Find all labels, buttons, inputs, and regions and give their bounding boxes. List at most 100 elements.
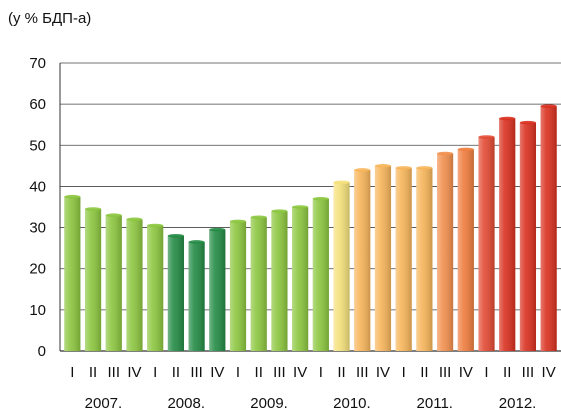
x-tick-label: I [319, 364, 323, 381]
bar-11 [271, 209, 288, 351]
bar-22 [499, 116, 516, 352]
y-tick-label: 20 [29, 261, 46, 278]
y-tick-label: 40 [29, 178, 46, 195]
bar-23 [519, 120, 537, 352]
y-tick-label: 50 [29, 137, 46, 154]
bar-cap [519, 120, 537, 125]
x-tick-label: I [236, 364, 240, 381]
year-label: 2011. [417, 395, 453, 412]
y-tick-label: 60 [29, 96, 46, 113]
bar-cap [292, 205, 309, 209]
bar-shade [499, 118, 516, 352]
bar-4 [126, 217, 143, 351]
x-tick-label: III [439, 364, 452, 381]
bar-cap [416, 166, 433, 170]
x-tick-label: IV [210, 364, 224, 381]
bar-cap [312, 196, 329, 201]
year-label: 2009. [250, 395, 288, 412]
bar-1 [64, 194, 81, 351]
x-tick-label: IV [127, 364, 141, 381]
x-tick-label: IV [459, 364, 473, 381]
bar-cap [250, 215, 267, 220]
bar-6 [167, 234, 184, 351]
bar-shade [374, 165, 392, 351]
bar-cap [209, 227, 226, 232]
bar-shade [250, 217, 267, 351]
bar-8 [209, 227, 226, 351]
bar-shade [540, 106, 557, 351]
bar-shade [519, 122, 537, 352]
x-tick-label: II [172, 364, 180, 381]
bar-15 [354, 168, 371, 351]
bar-shade [312, 198, 329, 351]
bar-12 [292, 205, 309, 351]
bar-shade [271, 211, 288, 351]
x-tick-label: III [273, 364, 286, 381]
year-label: 2012. [499, 395, 537, 412]
x-tick-label: III [356, 364, 369, 381]
bar-cap [126, 217, 143, 222]
x-tick-label: I [402, 364, 406, 381]
bar-19 [437, 151, 454, 351]
bar-shade [126, 219, 143, 351]
year-label: 2008. [167, 395, 205, 412]
bar-5 [147, 223, 164, 351]
bar-cap [354, 168, 371, 172]
x-tick-label: IV [376, 364, 390, 381]
y-tick-label: 30 [29, 220, 46, 237]
bar-shade [84, 209, 102, 351]
x-tick-label: III [108, 364, 121, 381]
bar-shade [333, 182, 350, 351]
bar-14 [333, 180, 350, 351]
bar-16 [374, 164, 392, 351]
bar-shade [105, 215, 122, 351]
bar-shade [147, 225, 164, 351]
bar-shade [229, 221, 247, 351]
bar-18 [416, 166, 433, 351]
bar-cap [457, 147, 474, 152]
bar-cap [147, 223, 164, 228]
bar-shade [188, 241, 205, 351]
bar-shade [478, 137, 495, 351]
bar-13 [312, 196, 329, 351]
x-tick-label: II [89, 364, 97, 381]
bar-2 [84, 207, 102, 351]
x-tick-label: IV [542, 364, 556, 381]
bar-10 [250, 215, 267, 351]
x-tick-label: II [503, 364, 511, 381]
x-tick-label: II [337, 364, 345, 381]
bar-shade [416, 167, 433, 351]
x-tick-label: III [522, 364, 535, 381]
bar-shade [395, 167, 412, 351]
x-tick-label: I [153, 364, 157, 381]
bar-cap [229, 219, 247, 224]
bar-cap [271, 209, 288, 213]
bar-24 [540, 104, 557, 351]
bar-7 [188, 240, 205, 351]
bar-cap [64, 194, 81, 199]
bar-shade [457, 149, 474, 351]
x-tick-label: IV [293, 364, 307, 381]
bar-shade [437, 153, 454, 351]
bar-cap [395, 166, 412, 170]
bar-cap [188, 240, 205, 244]
bar-cap [167, 234, 184, 238]
y-tick-label: 10 [29, 302, 46, 319]
y-axis-unit-label: (у % БДП-а) [8, 10, 92, 27]
y-tick-label: 70 [29, 55, 46, 72]
bar-shade [354, 169, 371, 351]
bar-9 [229, 219, 247, 351]
x-tick-label: III [190, 364, 203, 381]
x-tick-label: II [255, 364, 263, 381]
x-tick-label: I [484, 364, 488, 381]
bar-cap [333, 180, 350, 185]
bar-shade [64, 196, 81, 351]
bar-17 [395, 166, 412, 351]
bar-cap [540, 104, 557, 108]
year-label: 2010. [333, 395, 371, 412]
bar-cap [105, 213, 122, 218]
bar-21 [478, 135, 495, 351]
bar-cap [478, 135, 495, 139]
